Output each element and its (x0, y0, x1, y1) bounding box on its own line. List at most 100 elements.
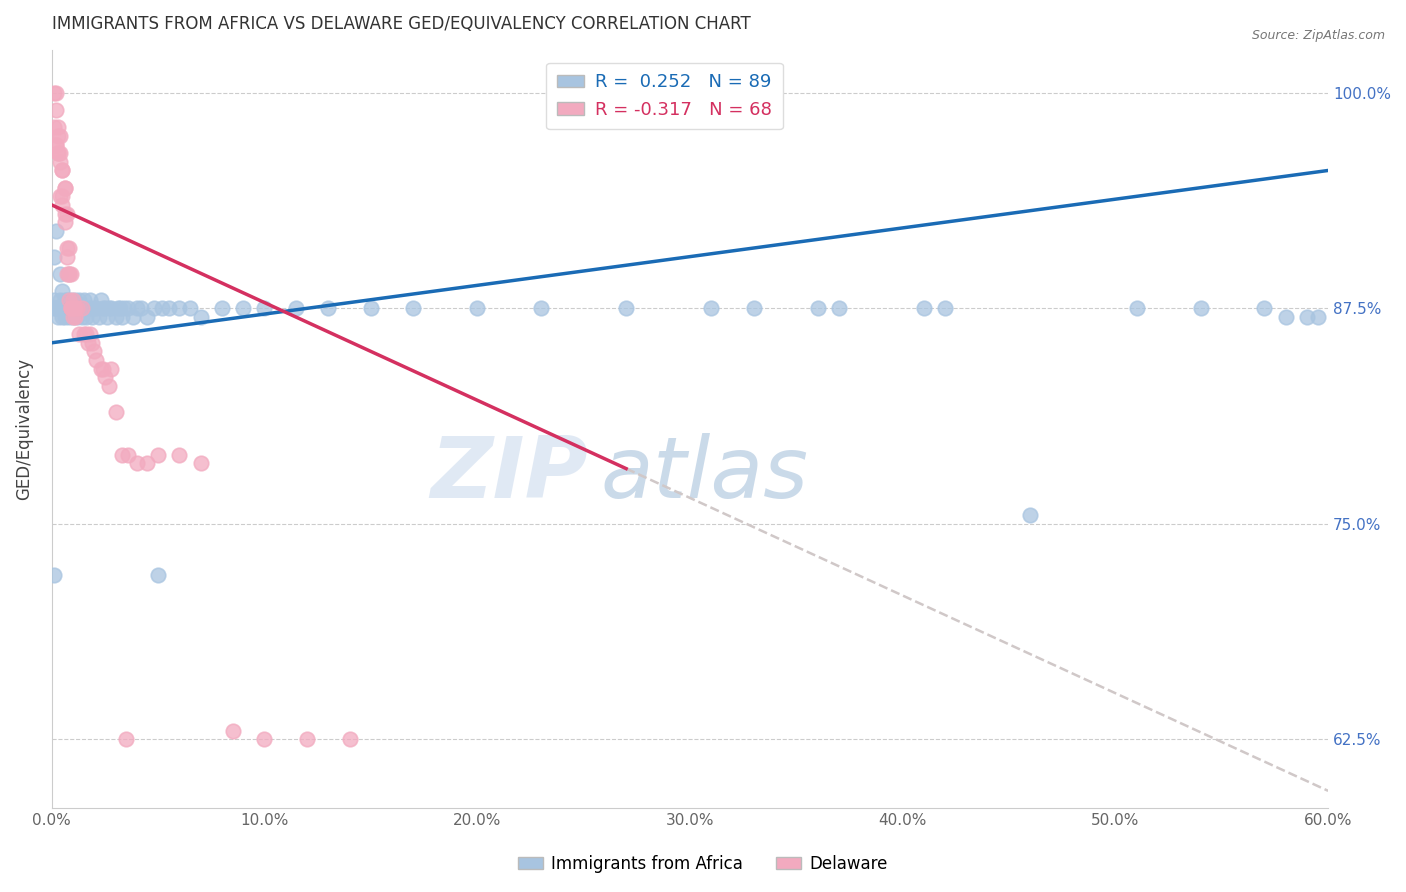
Point (98, 379, 121, 393)
Point (63, 301, 86, 316)
Point (53, 215, 76, 229)
Point (42, 301, 65, 316)
Point (45, 224, 67, 238)
Point (59, 293, 82, 307)
Point (73, 293, 96, 307)
Point (1019, 508, 1042, 522)
Point (146, 568, 169, 582)
Point (700, 301, 723, 316)
Point (62, 301, 84, 316)
Point (82, 310, 104, 324)
Point (63, 293, 86, 307)
Point (46, 310, 69, 324)
Point (51, 198, 73, 212)
Point (136, 310, 159, 324)
Point (45, 137, 67, 152)
Point (253, 301, 276, 316)
Point (49, 189, 72, 203)
Point (111, 310, 134, 324)
Point (77, 335, 100, 350)
Point (402, 301, 425, 316)
Point (55, 250, 77, 264)
Point (934, 301, 956, 316)
Point (253, 732, 276, 747)
Point (125, 457, 148, 471)
Point (87, 310, 110, 324)
Point (91, 301, 114, 316)
Point (55, 241, 77, 255)
Point (51, 301, 73, 316)
Point (91, 361, 114, 376)
Point (42, 568, 65, 582)
Point (46, 120, 69, 135)
Point (179, 301, 201, 316)
Point (46, 146, 69, 161)
Point (51, 163, 73, 178)
Point (117, 301, 139, 316)
Point (49, 293, 72, 307)
Point (67, 301, 90, 316)
Point (46, 128, 69, 143)
Point (58, 267, 80, 281)
Point (66, 301, 89, 316)
Point (1125, 301, 1147, 316)
Point (146, 448, 169, 462)
Point (42, 293, 65, 307)
Point (190, 310, 212, 324)
Point (46, 146, 69, 161)
Legend: Immigrants from Africa, Delaware: Immigrants from Africa, Delaware (512, 848, 894, 880)
Point (42, 250, 65, 264)
Point (55, 293, 77, 307)
Point (45, 103, 67, 117)
Point (136, 457, 159, 471)
Point (51, 189, 73, 203)
Point (46, 301, 69, 316)
Point (49, 301, 72, 316)
Point (107, 301, 129, 316)
Point (45, 137, 67, 152)
Point (62, 310, 84, 324)
Point (465, 301, 488, 316)
Point (94, 301, 117, 316)
Point (58, 241, 80, 255)
Point (316, 301, 339, 316)
Point (66, 310, 89, 324)
Point (1189, 301, 1212, 316)
Point (58, 301, 80, 316)
Point (73, 301, 96, 316)
Point (49, 267, 72, 281)
Point (58, 293, 80, 307)
Point (55, 267, 77, 281)
Point (51, 163, 73, 178)
Point (100, 301, 122, 316)
Point (100, 361, 122, 376)
Point (108, 301, 131, 316)
Point (75, 310, 97, 324)
Point (1253, 301, 1275, 316)
Point (912, 301, 935, 316)
Point (53, 310, 76, 324)
Point (169, 301, 191, 316)
Point (112, 301, 135, 316)
Point (59, 267, 82, 281)
Point (86, 301, 108, 316)
Point (75, 327, 97, 342)
Point (169, 448, 191, 462)
Y-axis label: GED/Equivalency: GED/Equivalency (15, 358, 32, 500)
Point (73, 327, 96, 342)
Point (117, 448, 139, 462)
Point (82, 335, 104, 350)
Point (55, 206, 77, 220)
Point (742, 301, 765, 316)
Point (55, 301, 77, 316)
Point (104, 405, 127, 419)
Point (142, 301, 165, 316)
Point (59, 301, 82, 316)
Point (115, 732, 138, 747)
Point (51, 284, 73, 298)
Point (62, 293, 84, 307)
Point (83, 301, 105, 316)
Point (98, 301, 121, 316)
Point (49, 154, 72, 169)
Point (104, 310, 127, 324)
